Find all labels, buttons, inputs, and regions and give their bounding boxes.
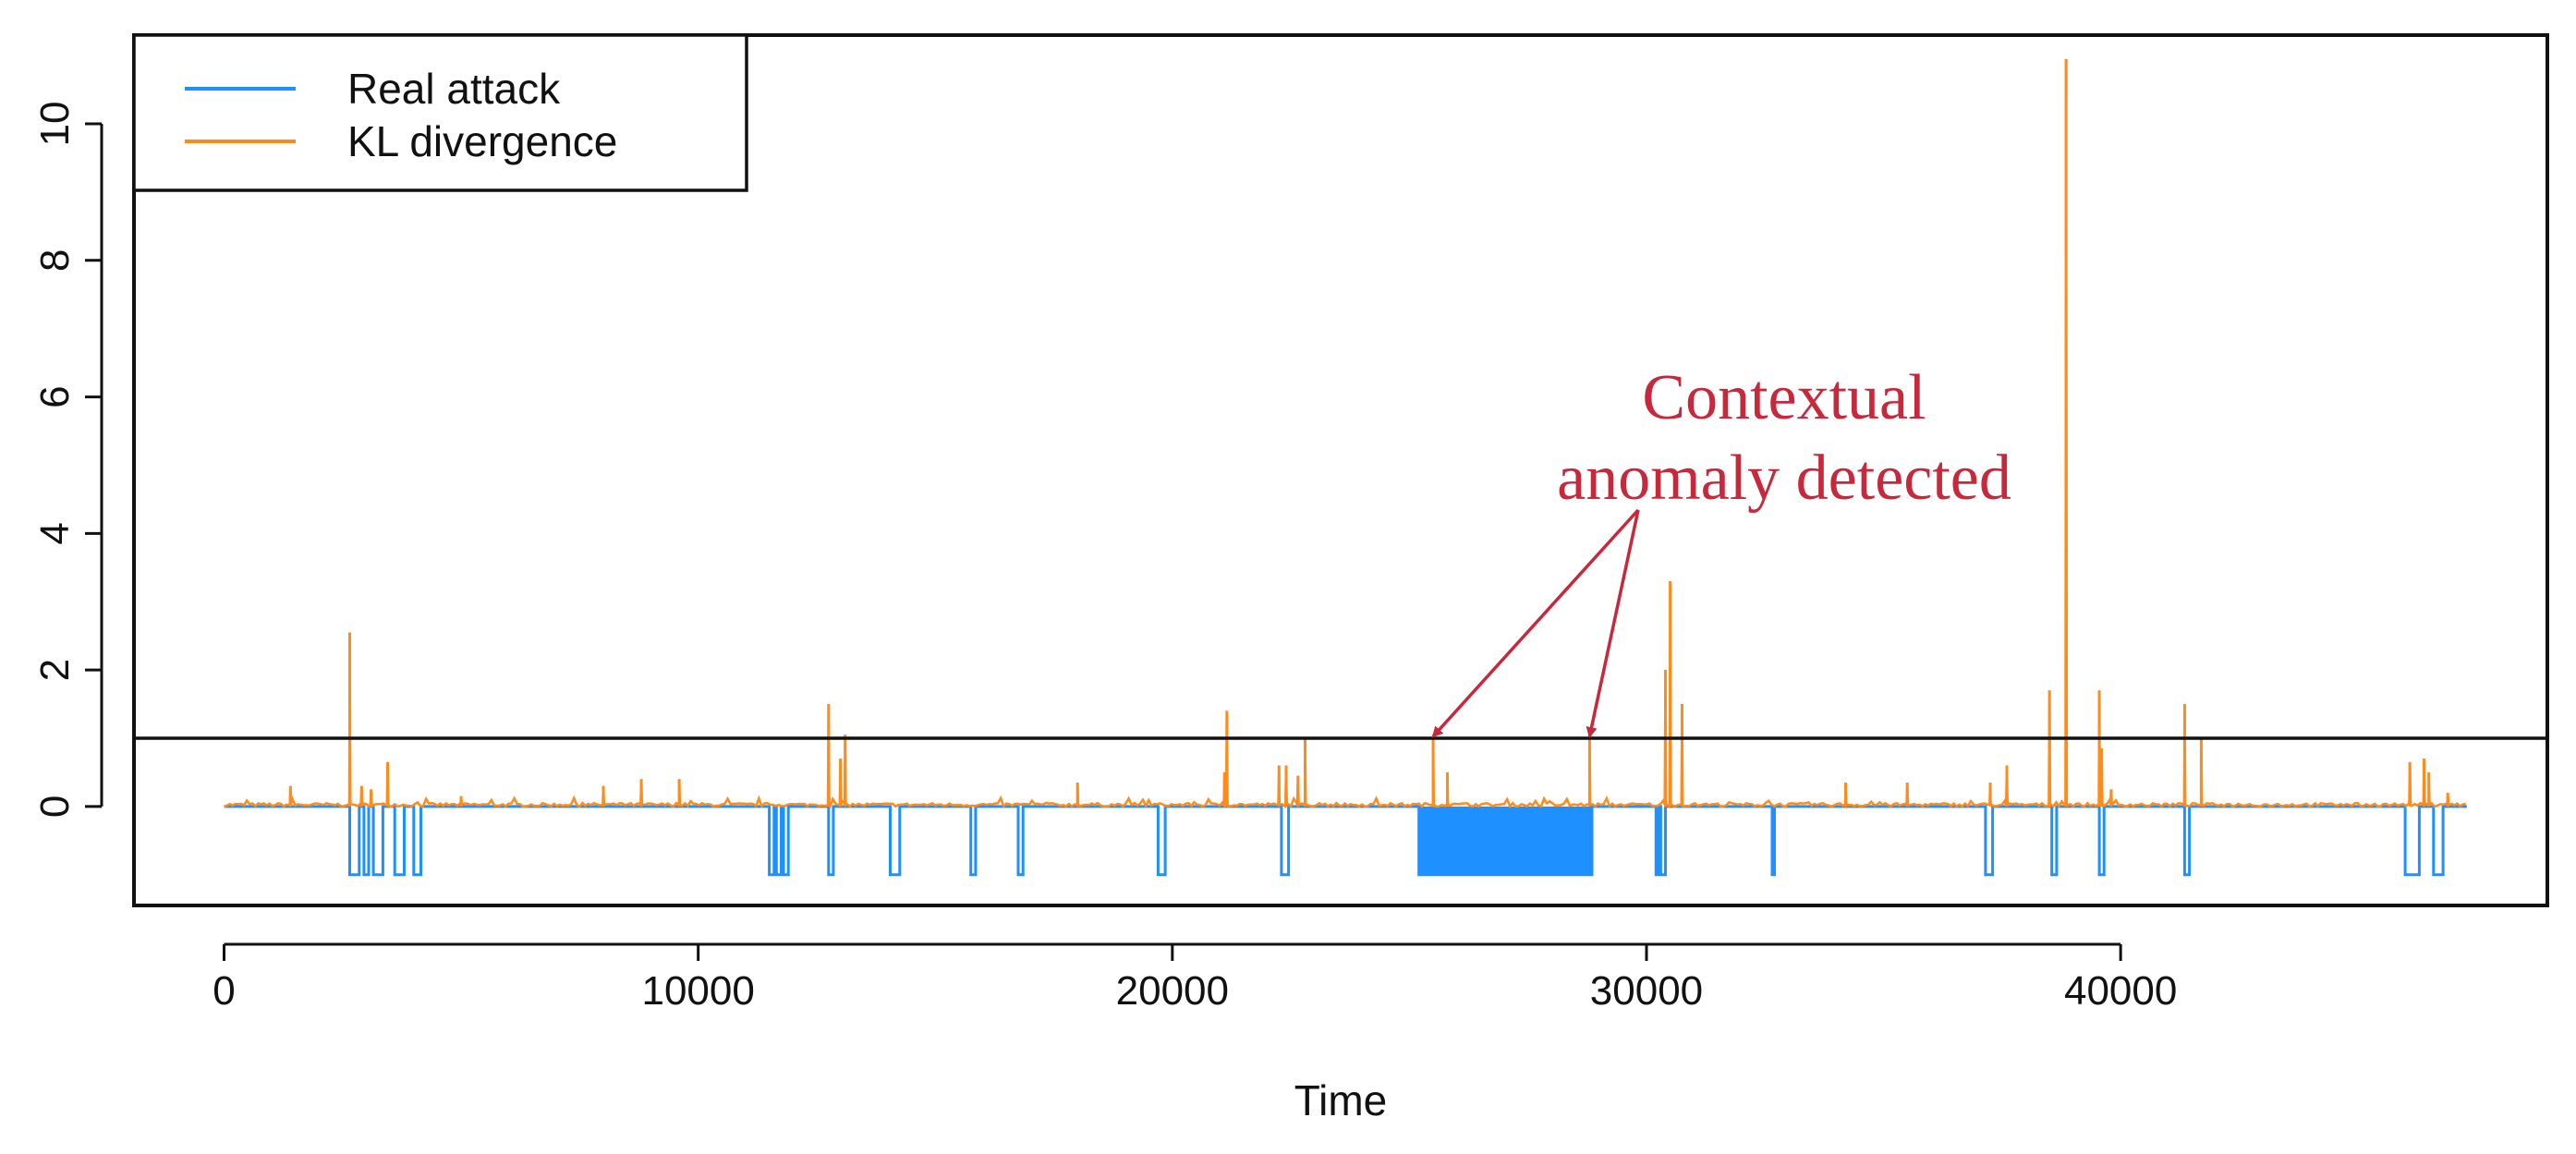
annotation-text-line: anomaly detected	[1557, 443, 2011, 514]
x-tick-label: 0	[213, 968, 235, 1014]
series-layer	[134, 58, 2547, 877]
annotation: Contextual anomaly detected	[1431, 362, 2011, 738]
x-tick-label: 40000	[2064, 968, 2177, 1014]
y-tick-label: 8	[32, 249, 78, 272]
annotation-text-line: Contextual	[1642, 362, 1926, 433]
legend-label: KL divergence	[347, 117, 617, 165]
y-tick-label: 0	[32, 796, 78, 818]
attack-block	[1418, 806, 1592, 875]
legend-label: Real attack	[347, 65, 561, 113]
y-tick-label: 2	[32, 659, 78, 681]
plot-frame	[132, 33, 2549, 907]
annotation-arrow	[1586, 509, 1640, 738]
annotation-arrow	[1431, 508, 1640, 738]
x-tick-label: 30000	[1590, 968, 1703, 1014]
series-line-real-attack	[224, 805, 2467, 877]
y-tick-label: 4	[32, 522, 78, 544]
x-tick-label: 10000	[641, 968, 754, 1014]
y-tick-label: 10	[32, 102, 78, 147]
axes-layer: 0 10000 20000 30000 40000 Time 0 2 4 6 8 10	[32, 102, 2177, 1124]
x-tick-label: 20000	[1116, 968, 1229, 1014]
y-tick-label: 6	[32, 385, 78, 407]
legend-box	[132, 33, 748, 192]
x-axis-title: Time	[1294, 1076, 1388, 1124]
